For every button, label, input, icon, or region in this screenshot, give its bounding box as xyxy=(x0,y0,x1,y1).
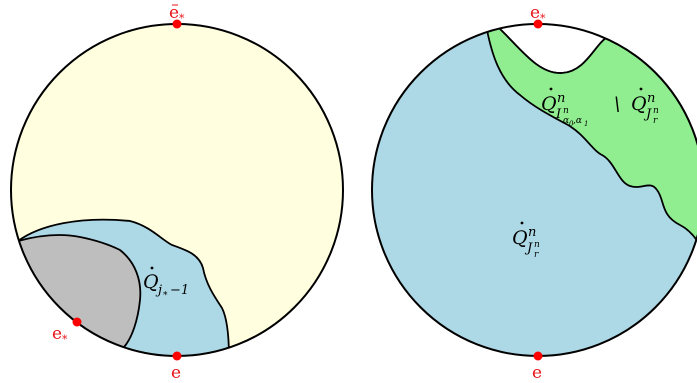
left-top-label-base: e xyxy=(169,3,179,23)
green-label-base2: Q xyxy=(631,93,647,115)
right-top-label-sub: * xyxy=(540,12,546,25)
left-bottom-label: e xyxy=(171,363,181,383)
left-region-label-sub3: −1 xyxy=(170,283,189,298)
left-region-label-sub2: * xyxy=(163,291,168,301)
blue-label-sub-sup: n xyxy=(534,240,540,250)
green-label-base: Q xyxy=(541,93,557,115)
blue-label-base: Q xyxy=(512,227,528,249)
left-side-label-base: e xyxy=(52,324,62,344)
left-region-label-sub: j xyxy=(155,283,162,298)
right-blue-label: Q n J n r xyxy=(512,221,540,260)
green-label-sub-comma: ,α xyxy=(573,116,582,126)
green-label-sup: n xyxy=(557,91,565,106)
blue-label-sub: J xyxy=(524,241,533,256)
green-label-sub-sub: α xyxy=(563,116,569,126)
blue-label-dot xyxy=(520,221,524,225)
right-green-label: Q n I n α 0 ,α 1 \ Q n J n r xyxy=(541,87,659,128)
left-side-label: e * xyxy=(52,324,68,346)
right-top-label: e * xyxy=(530,3,546,25)
left-region-label-dot xyxy=(150,266,154,270)
green-label-setminus: \ xyxy=(614,93,620,115)
left-side-point xyxy=(72,317,82,327)
blue-label-sup: n xyxy=(528,225,536,240)
right-top-label-base: e xyxy=(530,3,540,23)
green-label-sub2-sup: n xyxy=(653,106,659,116)
left-region-label: Q j * −1 xyxy=(143,266,189,301)
right-top-point xyxy=(533,19,543,29)
left-gray-region xyxy=(11,234,142,356)
right-bottom-point xyxy=(533,351,543,361)
green-label-sub2-sub: r xyxy=(653,116,658,126)
blue-label-sub-sub: r xyxy=(534,250,539,260)
left-top-point xyxy=(172,19,182,29)
green-label-sub-sub1: 1 xyxy=(584,120,588,128)
green-label-dot2 xyxy=(639,87,643,91)
left-top-label-sub: * xyxy=(179,12,185,25)
right-disk: e * e Q n I n α 0 ,α 1 \ Q n J n r Q xyxy=(371,3,697,383)
green-label-sub-sub0: 0 xyxy=(569,120,574,128)
green-label-sub-sup: n xyxy=(563,106,569,116)
left-side-label-sub: * xyxy=(62,333,68,346)
left-disk: e * e e * Q j * −1 xyxy=(10,3,344,383)
green-label-sup2: n xyxy=(647,91,655,106)
green-label-dot xyxy=(549,87,553,91)
left-top-label: e * xyxy=(169,3,185,25)
left-region-label-base: Q xyxy=(143,271,159,293)
left-bottom-point xyxy=(172,351,182,361)
green-label-sub2: J xyxy=(643,107,652,122)
right-bottom-label: e xyxy=(532,363,542,383)
green-label-sub: I xyxy=(555,107,562,122)
